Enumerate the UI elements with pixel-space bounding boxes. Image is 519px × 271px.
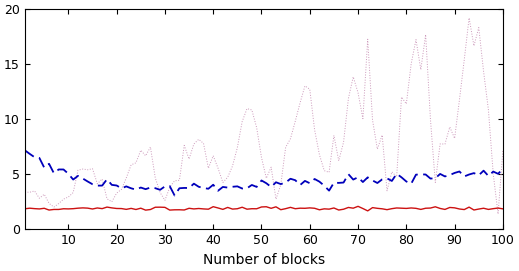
X-axis label: Number of blocks: Number of blocks (203, 253, 325, 267)
